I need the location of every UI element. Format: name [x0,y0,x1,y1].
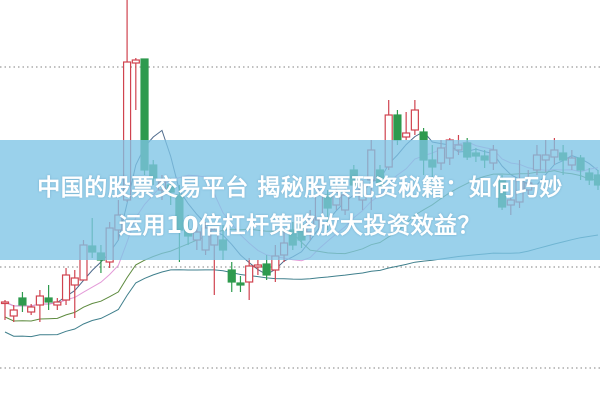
candle-body [44,297,53,303]
candle-body [35,295,44,306]
candle-body [262,263,271,276]
candle-body [402,132,411,138]
candle-body [70,277,79,286]
candle-body [27,306,36,313]
headline-line-2: 运用10倍杠杆策略放大投资效益？ [118,213,481,239]
candle-body [131,59,140,64]
candle-body [61,274,71,301]
candle-body [236,282,245,286]
candle-body [53,301,62,306]
headline-banner [0,140,600,260]
candle-body [410,109,419,131]
candle-body [253,264,262,268]
candle-body [0,301,10,305]
candle-body [393,114,402,141]
headline-line-1: 中国的股票交易平台 揭秘股票配资秘籍：如何巧妙 [37,175,563,201]
candle-body [9,309,18,317]
candle-body [227,269,236,283]
candle-body [18,297,27,306]
candle-body [245,265,254,283]
